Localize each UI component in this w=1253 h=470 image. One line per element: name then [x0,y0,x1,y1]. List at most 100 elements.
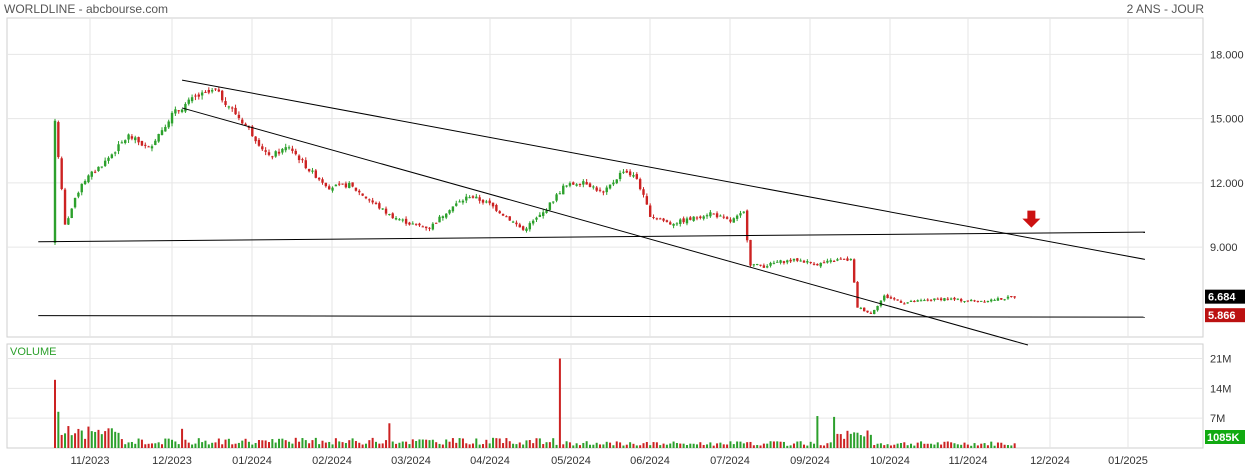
volume-bar [354,441,357,448]
candle-body [725,217,729,219]
candle-body [214,88,217,90]
candle-body [976,300,980,302]
candle-body [809,261,812,263]
x-tick-label: 01/2025 [1108,455,1148,467]
candle-body [267,152,271,155]
candle-body [692,216,695,221]
volume-bar [378,443,381,448]
candle-body [568,183,572,186]
candle-body [63,189,67,225]
volume-bar [104,431,107,448]
candle-body [528,223,532,230]
trendline [181,79,1146,260]
candle-body [120,142,124,144]
volume-bar [120,439,123,448]
candle-body [585,182,588,185]
candle-body [608,184,612,189]
volume-bar [237,442,240,448]
volume-bar [655,442,658,448]
candle-body [297,155,301,161]
volume-bar [933,444,936,448]
volume-bar [548,442,551,448]
last-price-marker [1205,289,1245,304]
candle-body [1006,296,1010,299]
candle-body [719,215,722,217]
candle-body [461,200,465,203]
volume-bar [980,443,983,448]
volume-bar [625,444,628,448]
volume-bar [74,433,77,448]
candle-body [996,298,1000,301]
candle-body [665,220,669,222]
candle-body [822,262,826,264]
candle-body [505,216,508,218]
candle-body [424,226,428,229]
candle-body [113,152,117,154]
volume-bar [649,445,652,448]
volume-bar [876,443,879,448]
candle-body [465,196,468,201]
volume-bar [70,435,73,448]
candle-body [358,190,361,193]
candle-body [174,109,177,114]
candle-body [77,192,80,197]
candle-body [110,154,114,158]
volume-bar [635,445,638,448]
x-tick-label: 10/2024 [870,455,910,467]
volume-bar [973,443,976,448]
candle-body [689,217,692,220]
volume-bar [351,438,354,448]
volume-bar [288,441,291,448]
volume-bar [194,443,197,448]
volume-bar [257,439,260,448]
volume-bar [278,438,281,448]
volume-bar [161,444,163,448]
volume-bar [348,440,351,448]
volume-bar [508,441,511,448]
candle-body [786,260,789,263]
volume-bar [234,443,237,448]
volume-bar [809,441,812,448]
volume-bar [612,445,615,448]
candle-body [832,260,836,262]
volume-bar [575,443,578,448]
candle-body [648,205,652,217]
volume-bar [589,444,591,448]
volume-bar [458,438,461,448]
volume-bar [819,445,822,448]
volume-bar [873,445,876,448]
candle-body [194,95,197,97]
volume-bar [274,442,277,448]
candle-body [826,260,829,263]
candle-body [180,109,184,112]
candle-body [53,120,57,243]
candle-body [498,211,501,214]
volume-bar [685,444,688,448]
volume-bar [739,441,742,448]
volume-bar [782,441,785,448]
volume-bar [298,441,301,448]
volume-bar [622,445,625,448]
price-y-tick-label: 15.000 [1210,114,1244,126]
volume-bar [94,431,97,448]
volume-bar [375,441,377,448]
candle-body [645,196,649,205]
candle-body [582,181,585,185]
volume-bar [1006,445,1009,448]
candle-body [983,301,986,303]
volume-bar [368,440,371,448]
candle-body [702,216,705,219]
volume-bar [572,445,575,448]
volume-bar [803,444,805,448]
x-tick-label: 01/2024 [232,455,272,467]
candle-body [137,137,140,143]
volume-bar [786,445,789,448]
chart-title: WORLDLINE - abcbourse.com [4,2,169,16]
volume-bar [920,441,923,448]
volume-bar [662,443,665,448]
candle-body [959,299,963,302]
volume-bar [485,439,488,448]
volume-bar [471,443,474,448]
volume-bar [284,440,287,448]
candle-body [622,171,625,173]
